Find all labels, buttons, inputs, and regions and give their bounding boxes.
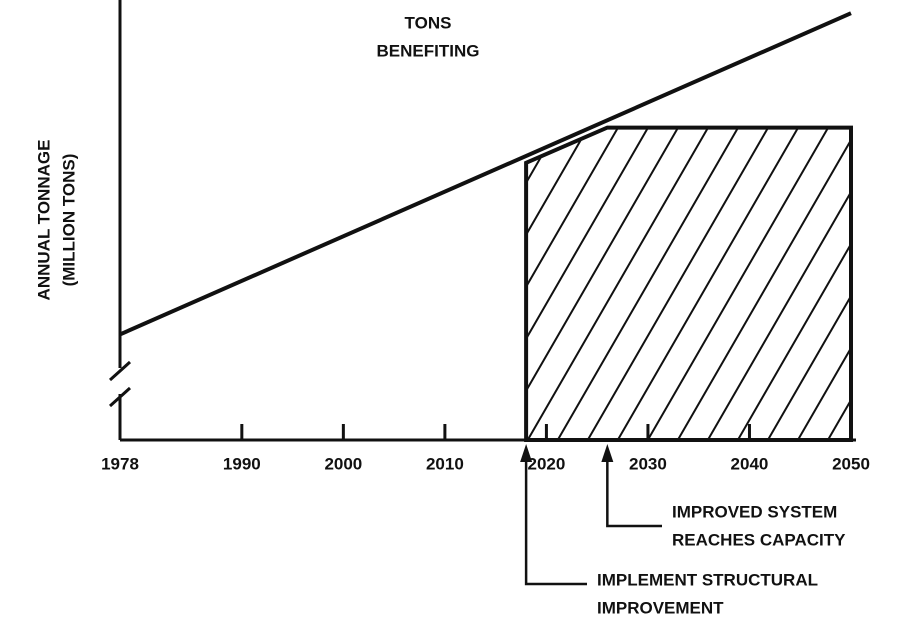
x-tick-label: 1990 bbox=[223, 454, 261, 473]
annotation: IMPROVEMENT bbox=[597, 598, 724, 617]
arrowhead bbox=[520, 444, 533, 462]
y-axis-label: (MILLION TONS) bbox=[59, 154, 78, 287]
benefit-area bbox=[524, 125, 853, 442]
x-tick-label: 2010 bbox=[426, 454, 464, 473]
annotation: TONS bbox=[405, 13, 452, 32]
demand-line bbox=[119, 11, 852, 337]
callout-line bbox=[606, 456, 662, 528]
x-tick-label: 2020 bbox=[528, 454, 566, 473]
y-axis-label: ANNUAL TONNAGE bbox=[34, 140, 53, 301]
arrowhead bbox=[601, 444, 614, 462]
y-axis bbox=[108, 0, 132, 440]
x-tick-label: 1978 bbox=[101, 454, 139, 473]
x-tick-label: 2000 bbox=[324, 454, 362, 473]
callout-line bbox=[524, 456, 587, 586]
x-tick-label: 2040 bbox=[731, 454, 769, 473]
annotation: IMPROVED SYSTEM bbox=[672, 502, 837, 521]
x-tick-label: 2030 bbox=[629, 454, 667, 473]
annotation: REACHES CAPACITY bbox=[672, 530, 846, 549]
annotation: IMPLEMENT STRUCTURAL bbox=[597, 570, 818, 589]
x-tick-label: 2050 bbox=[832, 454, 870, 473]
annotation: BENEFITING bbox=[377, 41, 480, 60]
